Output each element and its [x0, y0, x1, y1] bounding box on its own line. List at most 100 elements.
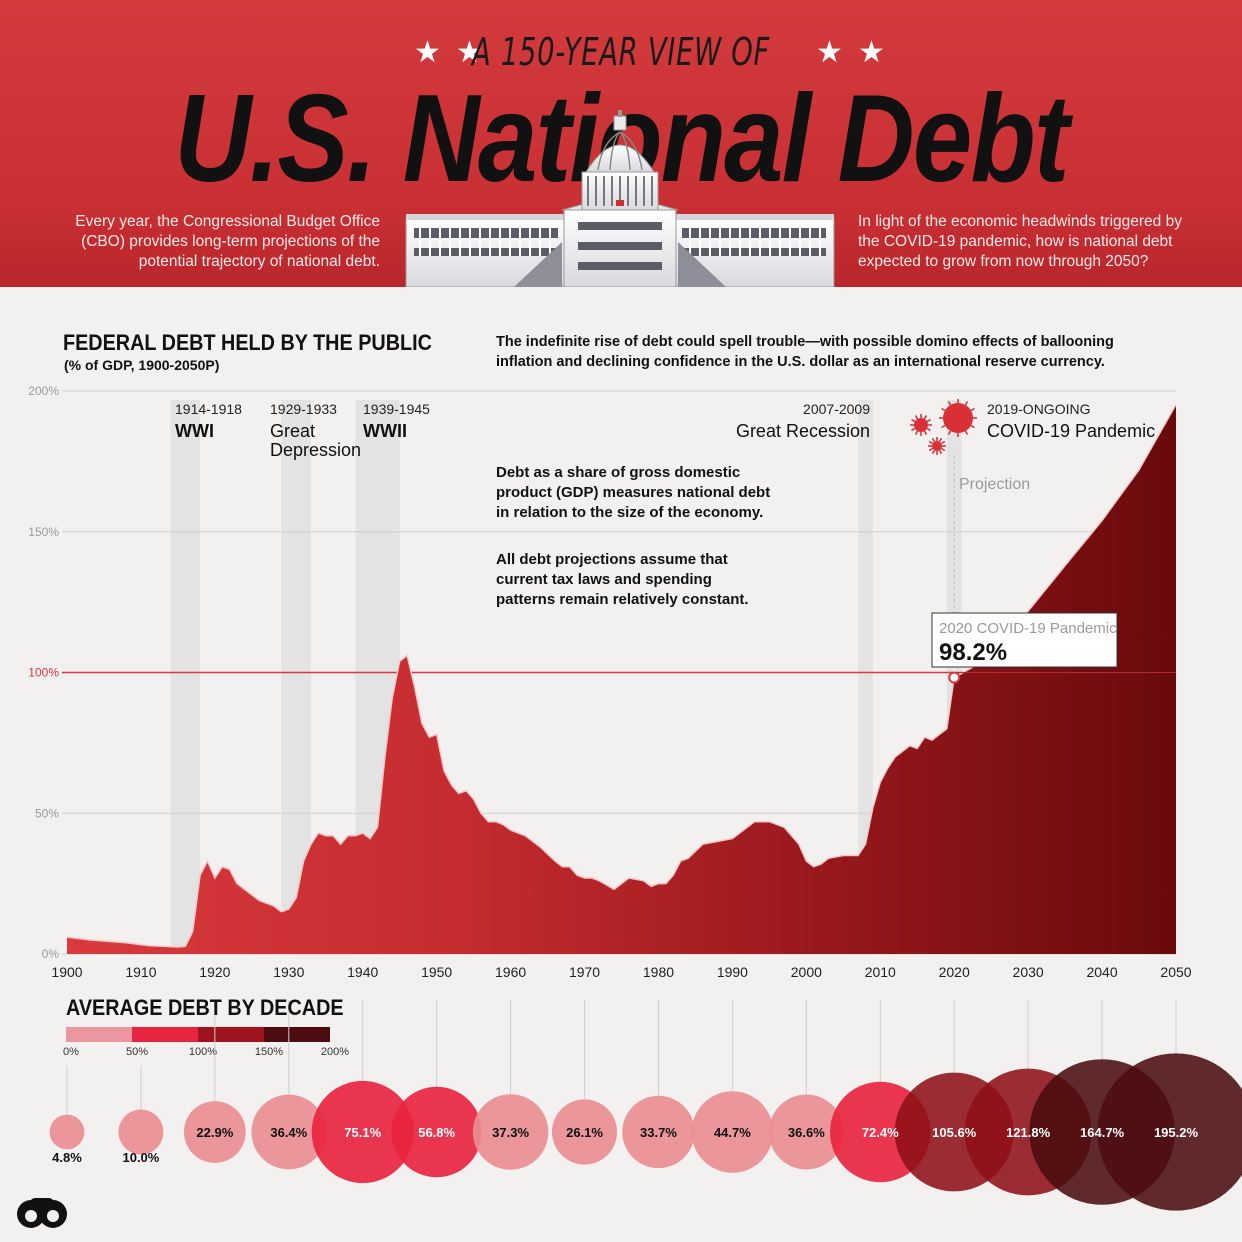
y-tick-label: 200%: [28, 384, 59, 398]
decade-bubble: [551, 1099, 618, 1165]
x-tick-label: 1990: [717, 964, 748, 980]
legend-tick-label: 0%: [63, 1046, 79, 1058]
event-label: Depression: [270, 440, 361, 460]
decade-value-label: 75.1%: [344, 1125, 381, 1140]
decade-value-label: 195.2%: [1154, 1125, 1199, 1140]
virus-body: [932, 441, 942, 451]
callout-marker: [948, 671, 961, 684]
projection-label: Projection: [959, 476, 1030, 493]
star-icon: ★: [816, 36, 843, 69]
legend-swatch: [264, 1027, 330, 1042]
x-tick-label: 1960: [495, 964, 526, 980]
event-years: 1929-1933: [270, 401, 337, 417]
virus-spike: [914, 430, 919, 435]
virus-spike: [923, 430, 928, 435]
star-icon: ★: [414, 36, 441, 69]
decade-value-label: 26.1%: [566, 1125, 603, 1140]
decade-bubble: [118, 1109, 164, 1155]
chart-title: FEDERAL DEBT HELD BY THE PUBLIC: [63, 330, 432, 355]
decade-bubble: [1097, 1053, 1242, 1211]
y-tick-label: 0%: [42, 947, 60, 961]
decade-value-label: 33.7%: [640, 1125, 677, 1140]
virus-spike: [970, 407, 975, 412]
event-band: [170, 400, 201, 954]
decade-value-label: 22.9%: [196, 1125, 233, 1140]
event-label: COVID-19 Pandemic: [987, 421, 1155, 441]
callout-value: 98.2%: [939, 639, 1007, 666]
virus-spike: [923, 415, 928, 420]
virus-spike: [940, 440, 946, 445]
header-banner: ★ ★ ★ ★ A 150-YEAR VIEW OF U.S. National…: [0, 0, 1242, 287]
decade-bubble: [472, 1094, 549, 1170]
x-tick-label: 1980: [643, 964, 674, 980]
virus-spike: [911, 427, 916, 432]
x-tick-label: 2000: [791, 964, 822, 980]
virus-spike: [928, 447, 934, 452]
event-label: WWII: [363, 421, 407, 441]
decade-value-label: 105.6%: [932, 1125, 977, 1140]
x-tick-label: 1970: [569, 964, 600, 980]
virus-spike: [940, 447, 946, 452]
virus-spike: [938, 449, 943, 455]
x-tick-label: 1900: [51, 964, 82, 980]
decade-value-label: 4.8%: [52, 1150, 82, 1165]
virus-spike: [970, 424, 975, 429]
x-tick-label: 2030: [1013, 964, 1044, 980]
y-tick-label: 50%: [35, 806, 59, 820]
legend-tick-label: 100%: [189, 1046, 217, 1058]
decade-value-label: 44.7%: [714, 1125, 751, 1140]
decade-bubble: [251, 1094, 327, 1170]
event-years: 1939-1945: [363, 401, 430, 417]
x-tick-label: 1940: [347, 964, 378, 980]
x-tick-label: 1950: [421, 964, 452, 980]
x-tick-label: 1920: [199, 964, 230, 980]
chart-subtitle: (% of GDP, 1900-2050P): [64, 357, 220, 373]
legend-tick-label: 200%: [321, 1046, 349, 1058]
virus-spike: [914, 415, 919, 420]
virus-spike: [941, 407, 946, 412]
decade-value-label: 121.8%: [1006, 1125, 1051, 1140]
capitol-icon: [405, 110, 835, 287]
y-tick-label: 150%: [28, 525, 59, 539]
legend-tick-label: 50%: [126, 1046, 148, 1058]
event-label: Great Recession: [736, 421, 870, 441]
debt-chart: Projection 1914-1918 WWI 1929-1933 GreatDepr…: [28, 384, 1242, 1211]
callout-box: [931, 612, 1118, 668]
decade-value-label: 56.8%: [418, 1125, 455, 1140]
virus-spike: [938, 437, 943, 443]
legend-swatch: [132, 1027, 198, 1042]
decade-bubble: [691, 1091, 774, 1173]
note-gdp: Debt as a share of gross domestic produc…: [496, 464, 771, 521]
virus-body: [914, 418, 928, 432]
decade-bubble: [49, 1114, 85, 1150]
decade-value-label: 164.7%: [1080, 1125, 1125, 1140]
decade-value-label: 36.4%: [270, 1125, 307, 1140]
binoculars-logo-icon: [17, 1198, 67, 1228]
event-band: [858, 400, 873, 954]
decade-bubble: [183, 1101, 246, 1163]
y-tick-label: 100%: [28, 666, 59, 680]
star-icon: ★: [456, 36, 483, 69]
virus-spike: [964, 401, 969, 406]
callout-label: 2020 COVID-19 Pandemic: [939, 620, 1117, 637]
virus-spike: [928, 440, 934, 445]
legend-swatch: [198, 1027, 264, 1042]
virus-spike: [947, 430, 952, 435]
decade-chart-title: AVERAGE DEBT BY DECADE: [66, 995, 344, 1020]
virus-spike: [931, 437, 936, 443]
virus-body: [943, 403, 973, 433]
decade-value-label: 72.4%: [862, 1125, 899, 1140]
note-projection: All debt projections assume that current…: [496, 551, 749, 608]
event-years: 1914-1918: [175, 401, 242, 417]
virus-spike: [941, 424, 946, 429]
legend-tick-label: 150%: [255, 1046, 283, 1058]
decade-value-label: 37.3%: [492, 1125, 529, 1140]
event-years: 2019-ONGOING: [987, 401, 1090, 417]
star-icon: ★: [858, 36, 885, 69]
kicker: A 150-YEAR VIEW OF: [471, 30, 770, 74]
virus-spike: [911, 418, 916, 423]
x-tick-label: 1910: [125, 964, 156, 980]
decade-value-label: 10.0%: [122, 1150, 159, 1165]
intro-left: Every year, the Congressional Budget Off…: [75, 213, 380, 270]
debt-line: [66, 404, 1177, 948]
